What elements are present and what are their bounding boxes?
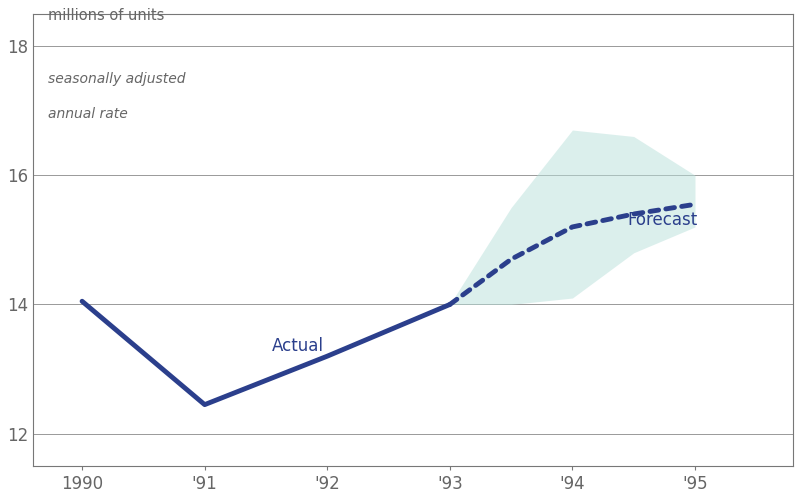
Text: Forecast: Forecast [627,212,698,230]
Text: annual rate: annual rate [48,108,127,122]
Text: Actual: Actual [272,338,324,355]
Text: millions of units: millions of units [48,8,164,24]
Text: seasonally adjusted: seasonally adjusted [48,72,186,86]
